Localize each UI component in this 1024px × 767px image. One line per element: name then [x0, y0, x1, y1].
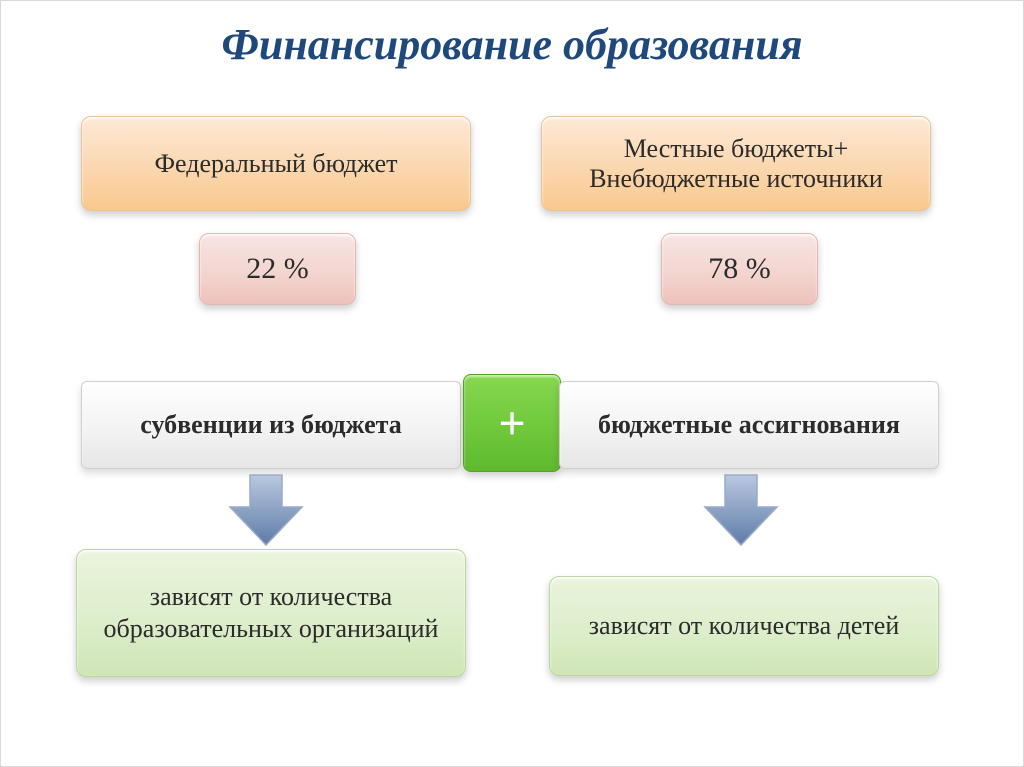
arrow-down-icon — [226, 471, 306, 549]
label-subventions: субвенции из бюджета — [140, 410, 401, 440]
plus-symbol: + — [498, 396, 525, 451]
box-assignments: бюджетные ассигнования — [559, 381, 939, 469]
box-local-budget: Местные бюджеты+ Внебюджетные источники — [541, 116, 931, 211]
label-local-budget: Местные бюджеты+ Внебюджетные источники — [560, 134, 912, 194]
slide: Финансирование образования Федеральный б… — [0, 0, 1024, 767]
box-subventions: субвенции из бюджета — [81, 381, 461, 469]
slide-title: Финансирование образования — [1, 19, 1023, 70]
pct-left: 22 % — [246, 252, 309, 286]
label-assignments: бюджетные ассигнования — [598, 410, 900, 440]
box-pct-right: 78 % — [661, 233, 818, 305]
label-federal-budget: Федеральный бюджет — [155, 149, 398, 179]
box-pct-left: 22 % — [199, 233, 356, 305]
box-depends-orgs: зависят от количества образовательных ор… — [76, 549, 466, 677]
label-depends-orgs: зависят от количества образовательных ор… — [97, 581, 445, 646]
arrow-down-icon — [701, 471, 781, 549]
pct-right: 78 % — [708, 252, 771, 286]
box-federal-budget: Федеральный бюджет — [81, 116, 471, 211]
label-depends-children: зависят от количества детей — [589, 610, 899, 643]
plus-icon: + — [463, 374, 561, 472]
box-depends-children: зависят от количества детей — [549, 576, 939, 676]
